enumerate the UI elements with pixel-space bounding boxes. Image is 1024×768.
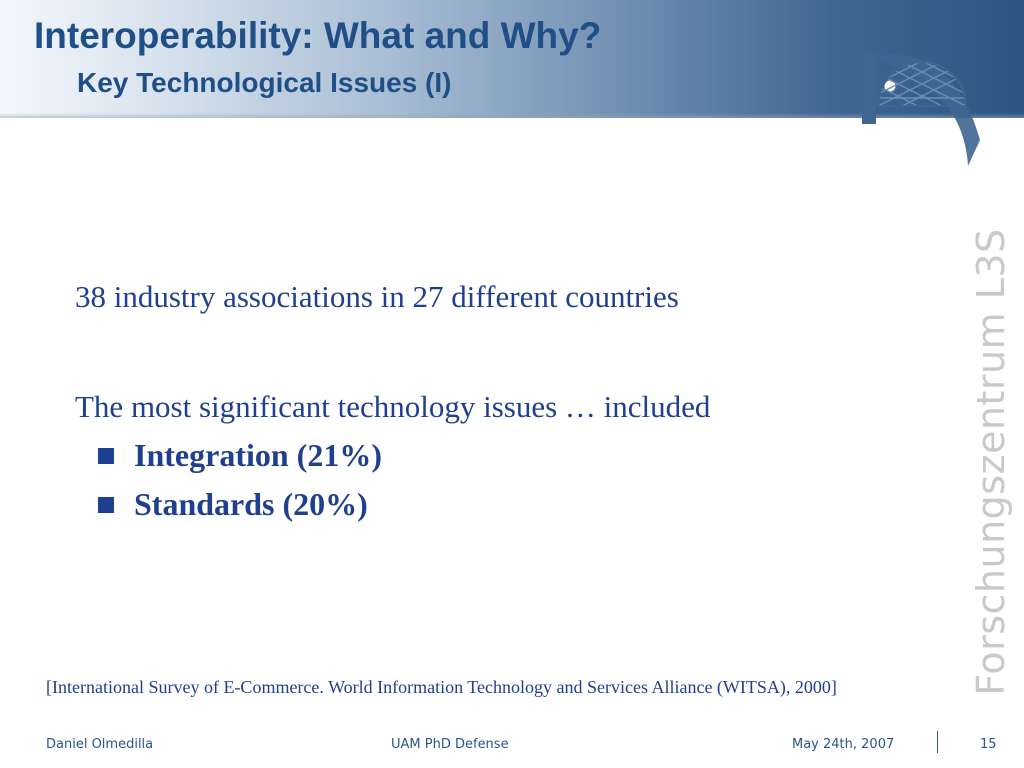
bullet-item: Integration (21%) [98,437,382,473]
bullet-item: Standards (20%) [98,486,368,522]
vertical-brand-text: Forschungszentrum L3S [969,228,1013,696]
l3s-dome-logo-icon [862,52,980,166]
body-line-issues: The most significant technology issues …… [75,389,711,424]
bullet-label: Standards (20%) [134,486,368,522]
bullet-label: Integration (21%) [134,437,382,473]
slide-subtitle: Key Technological Issues (I) [77,67,452,98]
square-bullet-icon [98,497,114,513]
footer-page-number: 15 [980,737,997,752]
header-band [0,0,1024,118]
footer-date: May 24th, 2007 [792,737,895,752]
citation: [International Survey of E-Commerce. Wor… [46,677,837,697]
square-bullet-icon [98,448,114,464]
footer-divider [937,731,938,753]
slide-title: Interoperability: What and Why? [34,15,602,56]
body-line-associations: 38 industry associations in 27 different… [75,279,679,314]
footer-event: UAM PhD Defense [391,737,509,752]
footer-author: Daniel Olmedilla [46,737,154,752]
